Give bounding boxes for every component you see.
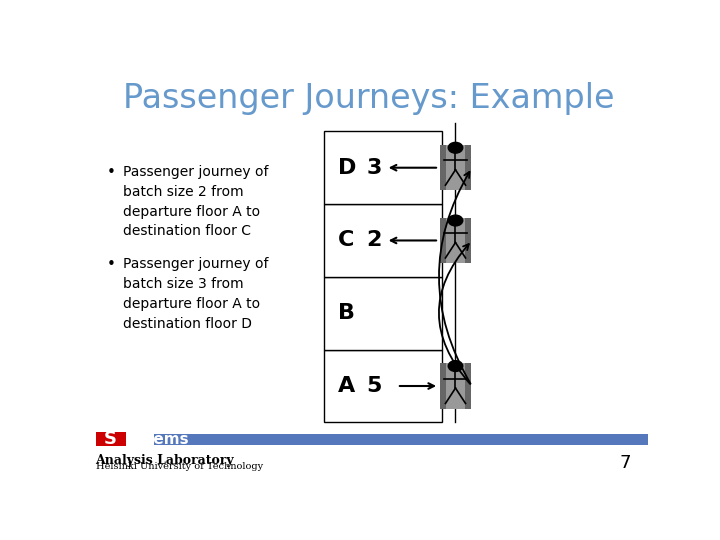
Text: batch size 2 from: batch size 2 from — [124, 185, 244, 199]
Text: Analysis Laboratory: Analysis Laboratory — [96, 454, 234, 467]
Text: 3: 3 — [366, 158, 382, 178]
Bar — [324, 349, 441, 422]
Text: D: D — [338, 158, 356, 178]
Bar — [324, 131, 441, 204]
Text: ystems: ystems — [128, 431, 189, 447]
Bar — [324, 204, 441, 277]
Text: C: C — [338, 231, 355, 251]
Bar — [464, 363, 471, 409]
Text: departure floor A to: departure floor A to — [124, 297, 261, 311]
Text: •: • — [107, 165, 116, 180]
Circle shape — [449, 143, 463, 153]
Text: Helsinki University of Technology: Helsinki University of Technology — [96, 462, 263, 471]
Text: Passenger Journeys: Example: Passenger Journeys: Example — [123, 82, 615, 114]
Text: batch size 3 from: batch size 3 from — [124, 277, 244, 291]
Bar — [464, 218, 471, 263]
Text: A: A — [338, 376, 356, 396]
Circle shape — [449, 215, 463, 226]
Text: •: • — [107, 257, 116, 272]
Text: B: B — [338, 303, 355, 323]
Text: 5: 5 — [366, 376, 382, 396]
Bar — [324, 277, 441, 349]
Bar — [440, 363, 471, 409]
Bar — [440, 218, 471, 263]
Bar — [154, 434, 648, 445]
Bar — [440, 145, 446, 190]
Bar — [440, 145, 471, 190]
Text: 7: 7 — [620, 454, 631, 472]
Bar — [440, 363, 446, 409]
Text: S: S — [104, 430, 117, 448]
Bar — [464, 145, 471, 190]
Circle shape — [449, 361, 463, 372]
Text: destination floor C: destination floor C — [124, 225, 251, 239]
Text: destination floor D: destination floor D — [124, 317, 253, 331]
Text: Passenger journey of: Passenger journey of — [124, 257, 269, 271]
Bar — [440, 218, 446, 263]
Bar — [96, 433, 126, 446]
Text: departure floor A to: departure floor A to — [124, 205, 261, 219]
Text: Passenger journey of: Passenger journey of — [124, 165, 269, 179]
Text: 2: 2 — [366, 231, 382, 251]
